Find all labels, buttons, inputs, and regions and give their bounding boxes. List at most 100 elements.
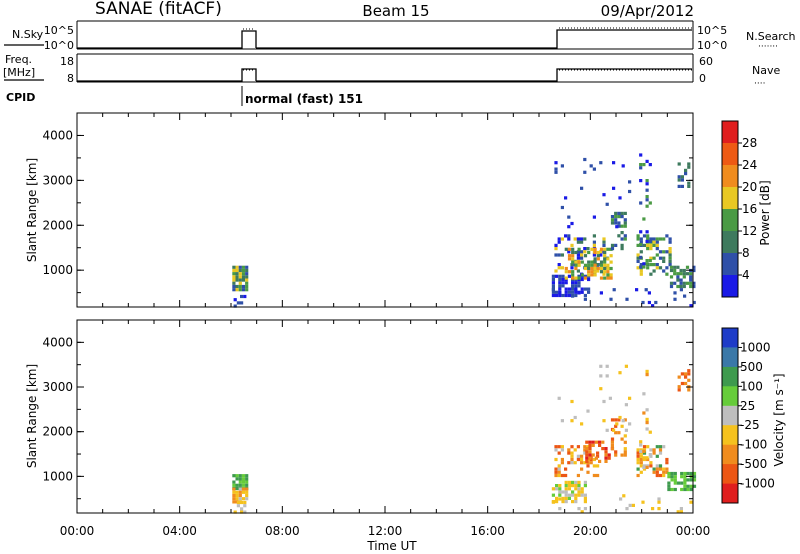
data-cell <box>587 266 591 271</box>
data-cell <box>583 461 587 465</box>
data-cell <box>580 454 584 458</box>
data-cell <box>680 481 684 485</box>
data-cell <box>673 297 677 301</box>
data-cell <box>677 184 681 188</box>
data-cell <box>567 215 571 219</box>
data-cell <box>692 284 696 289</box>
data-cell <box>604 450 608 454</box>
data-cell <box>592 473 596 478</box>
data-cell <box>623 237 627 241</box>
data-cell <box>680 372 684 376</box>
data-cell <box>238 483 242 487</box>
data-cell <box>235 490 239 494</box>
data-cell <box>591 443 595 447</box>
data-cell <box>593 260 597 264</box>
data-cell <box>557 237 561 241</box>
data-cell <box>570 419 574 423</box>
data-cell <box>232 474 236 478</box>
velocity-axes: 1000 2000 3000 4000 <box>42 320 694 513</box>
data-cell <box>658 473 663 478</box>
data-cell <box>587 270 591 274</box>
data-cell <box>580 493 584 497</box>
data-cell <box>245 275 249 279</box>
data-cell <box>614 221 618 225</box>
data-cell <box>680 381 684 386</box>
velocity-frame <box>76 319 694 514</box>
data-cell <box>573 461 577 465</box>
data-cell <box>606 247 610 251</box>
data-cell <box>599 263 604 267</box>
data-cell <box>680 475 684 479</box>
data-cell <box>676 265 680 269</box>
data-cell <box>580 457 584 462</box>
data-cell <box>645 230 649 234</box>
data-cell <box>614 243 618 247</box>
data-cell <box>665 272 669 276</box>
data-cell <box>236 504 240 508</box>
data-cell <box>560 205 564 210</box>
data-cell <box>670 487 674 492</box>
data-cell <box>645 427 649 431</box>
data-cell <box>241 490 246 494</box>
data-cell <box>245 487 249 491</box>
data-cell <box>558 497 562 501</box>
data-cell <box>241 483 246 487</box>
data-cell <box>639 269 643 273</box>
data-cell <box>670 471 674 476</box>
data-cell <box>571 500 575 504</box>
data-cell <box>577 507 581 511</box>
data-cell <box>235 483 239 487</box>
data-cell <box>673 291 677 295</box>
data-cell <box>590 273 594 277</box>
data-cell <box>665 470 669 474</box>
data-cell <box>592 215 596 219</box>
data-cell <box>669 275 674 279</box>
data-cell <box>610 215 615 219</box>
data-cell <box>570 454 574 458</box>
data-cell <box>567 480 571 484</box>
data-cell <box>603 254 607 258</box>
data-cell <box>571 250 575 255</box>
data-cell <box>676 481 681 485</box>
data-cell <box>614 418 618 422</box>
data-cell <box>636 457 640 462</box>
data-cell <box>564 287 568 291</box>
data-cell <box>240 294 244 299</box>
data-cell <box>673 268 677 273</box>
data-cell <box>236 301 240 305</box>
data-cell <box>645 182 649 186</box>
data-cell <box>591 453 595 457</box>
data-cell <box>603 276 607 280</box>
data-cell <box>576 473 580 478</box>
data-cell <box>636 243 640 247</box>
data-cell <box>603 247 607 251</box>
data-cell <box>240 500 244 505</box>
data-cell <box>692 300 696 305</box>
data-cell <box>610 218 615 222</box>
data-cell <box>577 480 581 484</box>
freq-label: Freq. <box>5 53 32 66</box>
nsky-label: N.Sky <box>12 28 44 41</box>
data-cell <box>676 510 680 514</box>
data-cell <box>557 464 561 468</box>
data-cell <box>564 484 568 488</box>
data-cell <box>646 247 650 251</box>
data-cell <box>636 266 640 270</box>
data-cell <box>642 234 647 238</box>
data-cell <box>564 496 568 500</box>
data-cell <box>586 409 590 413</box>
data-cell <box>232 268 236 273</box>
data-cell <box>605 364 609 368</box>
data-cell <box>642 217 646 221</box>
data-cell <box>645 204 649 208</box>
data-cell <box>571 484 575 488</box>
data-cell <box>642 243 647 247</box>
data-cell <box>614 450 618 454</box>
colorbar-segment <box>722 231 738 254</box>
data-cell <box>577 493 581 497</box>
data-cell <box>642 457 647 462</box>
data-cell <box>564 487 568 491</box>
data-cell <box>551 500 555 504</box>
data-cell <box>683 478 687 482</box>
data-cell <box>692 265 696 269</box>
